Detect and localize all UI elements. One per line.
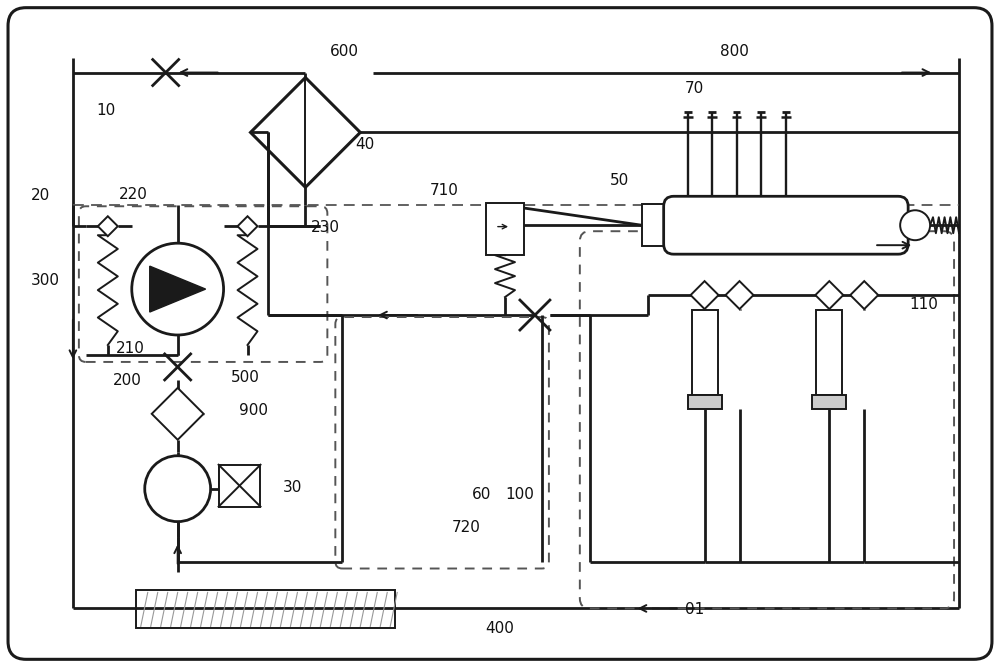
- Text: 600: 600: [330, 43, 359, 59]
- Bar: [642, 204, 674, 246]
- Text: 800: 800: [720, 43, 748, 59]
- Text: 60: 60: [472, 487, 491, 502]
- Polygon shape: [150, 266, 206, 312]
- FancyBboxPatch shape: [664, 196, 908, 254]
- Text: 720: 720: [452, 520, 481, 534]
- Text: 10: 10: [96, 103, 115, 119]
- Text: 01: 01: [685, 602, 704, 618]
- Circle shape: [145, 456, 211, 522]
- Text: 300: 300: [31, 273, 60, 288]
- Bar: [812, 395, 846, 409]
- Bar: [486, 203, 524, 255]
- Text: 500: 500: [231, 370, 259, 385]
- Text: 40: 40: [355, 137, 375, 152]
- Polygon shape: [691, 281, 719, 309]
- Text: 230: 230: [310, 220, 339, 235]
- Bar: [688, 395, 722, 409]
- Text: 50: 50: [610, 173, 629, 188]
- Text: 900: 900: [239, 403, 268, 418]
- Bar: [692, 310, 718, 395]
- Text: 20: 20: [31, 188, 50, 203]
- Polygon shape: [726, 281, 753, 309]
- Polygon shape: [815, 281, 843, 309]
- Polygon shape: [850, 281, 878, 309]
- Text: 220: 220: [119, 187, 148, 202]
- Text: 30: 30: [282, 480, 302, 495]
- Text: 110: 110: [909, 297, 938, 312]
- Text: 710: 710: [430, 183, 459, 198]
- Polygon shape: [152, 388, 204, 440]
- Bar: [219, 465, 260, 507]
- Polygon shape: [238, 216, 258, 236]
- Text: 400: 400: [485, 622, 514, 636]
- Text: 70: 70: [685, 81, 704, 95]
- Text: 210: 210: [116, 341, 145, 356]
- Polygon shape: [98, 216, 118, 236]
- Text: 100: 100: [505, 487, 534, 502]
- FancyBboxPatch shape: [136, 590, 395, 628]
- Bar: [816, 310, 842, 395]
- Circle shape: [132, 243, 224, 335]
- Circle shape: [900, 210, 930, 240]
- Text: 200: 200: [113, 373, 142, 388]
